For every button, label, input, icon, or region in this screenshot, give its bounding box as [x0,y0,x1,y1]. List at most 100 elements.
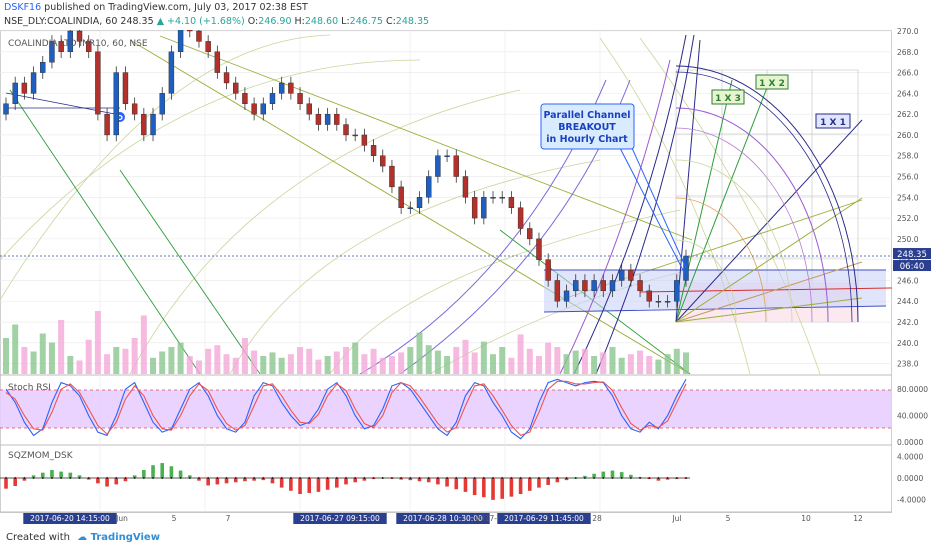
sqz-dot [547,477,550,479]
price-tick-label: 238.0 [897,360,919,369]
sqz-tick-label: 4.0000 [897,453,923,462]
sqz-dot [197,477,200,479]
candle-body [683,255,689,281]
price-tick-label: 266.0 [897,69,919,78]
sqz-bar [629,474,633,478]
tradingview-logo[interactable]: ☁ TradingView [77,532,160,543]
candle-body [499,197,505,199]
sqz-dot [170,477,173,479]
candle-body [444,155,450,157]
sqz-dot [400,477,403,479]
publisher-name[interactable]: DSKF16 [4,2,42,13]
volume-bar [526,348,533,374]
sqz-dot [427,477,430,479]
sqz-bar [491,478,495,500]
stoch-band-fill [0,390,892,428]
sqz-dot [436,477,439,479]
svg-text:Parallel Channel: Parallel Channel [543,110,630,121]
sqz-dot [262,477,265,479]
volume-bar [609,347,616,374]
volume-bar [232,357,239,374]
price-tick-label: 244.0 [897,297,919,306]
volume-bar [490,354,497,374]
sqz-bar [215,478,220,485]
sqz-dot [253,477,256,479]
volume-bar [333,351,340,374]
sqz-dot [207,477,210,479]
sqz-dot [32,477,35,479]
sqz-bar [22,478,27,481]
candle-body [426,176,432,198]
sqz-legend[interactable]: SQZMOM_DSK [8,451,74,461]
time-axis-label: 10 [801,514,811,523]
sqz-dot [565,477,568,479]
sqz-axis: -4.0000 0.0000 4.0000 [897,453,926,505]
candle-body [554,280,561,302]
sqz-bar [408,478,413,481]
sqz-bar [564,478,569,481]
symbol-name[interactable]: NSE_DLY:COALINDIA, 60 [4,16,118,27]
sqz-dot [234,477,237,479]
main-legend[interactable]: COALINDIA LTD INR10, 60, NSE [8,39,148,49]
time-axis-label: 2017-06-29 11:45:00 [504,514,584,523]
price-tick-label: 254.0 [897,193,919,202]
candle-body [545,259,551,281]
time-axis-label: 2017-06-28 [475,514,519,523]
sqz-dot [390,477,393,479]
candle-body [334,113,340,125]
candle-body [517,207,524,229]
volume-bar [361,354,368,374]
pitch-marker-label: D [117,114,123,122]
callout-pointer [631,147,687,269]
candle-body [205,41,211,52]
candle-body [453,155,459,177]
volume-bar [434,350,441,374]
volume-bar [315,359,322,374]
candle-body [242,93,248,104]
stoch-line-k [5,378,687,440]
candle-body [361,134,368,146]
price-tick-label: 258.0 [897,152,919,161]
sqz-dot [675,477,678,479]
svg-text:1 X 3: 1 X 3 [715,94,741,104]
sqz-dot [666,477,669,479]
gann-label-1x1: 1 X 1 [815,113,851,129]
sqz-dot [602,477,605,479]
sqz-bar [445,478,449,487]
sqz-dot [372,477,375,479]
volume-bar [241,338,248,374]
candle-body [306,103,312,115]
sqz-dot [115,477,118,479]
sqz-dot [409,477,412,479]
candle-body [3,103,9,115]
sqz-dot [78,477,81,479]
candle-body [30,72,37,94]
volume-bar [517,334,524,374]
candle-body [214,51,221,73]
time-axis-highlight [396,513,490,524]
high-value: 248.60 [304,16,339,27]
candle-body [141,113,147,136]
price-tick-label: 264.0 [897,89,919,98]
volume-bar [398,352,405,374]
volume-bar [168,347,175,374]
sqz-dot [611,477,614,479]
volume-bar [12,324,19,374]
candle-body [288,82,294,94]
sqz-dot [41,477,44,479]
candle-body [462,176,469,198]
time-tag: 06:40 [893,260,931,272]
stoch-legend[interactable]: Stoch RSI [8,383,51,393]
volume-bar [140,315,147,374]
volume-bar [453,347,460,374]
volume-bar [591,356,598,374]
sqz-bar [233,478,238,483]
callout-pointer-2 [619,147,685,273]
candle-body [435,155,441,177]
sqz-bar [243,478,247,482]
candle-body [49,41,55,63]
breakout-callout[interactable]: Parallel Channel BREAKOUT in Hourly Char… [540,103,635,150]
stoch-axis: 0.0000 40.0000 80.0000 [897,385,928,447]
sqz-dot [289,477,292,479]
